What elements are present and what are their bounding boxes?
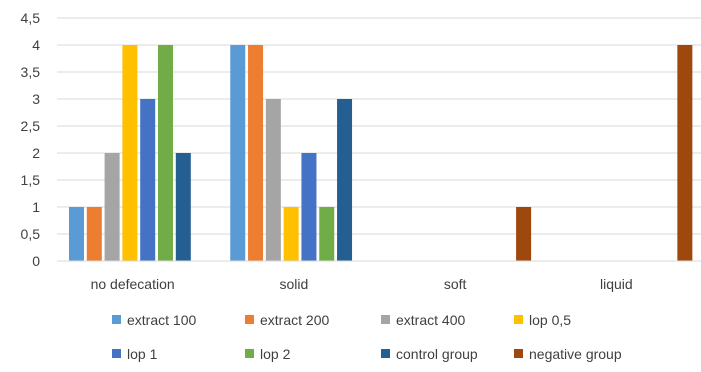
bar-extract-400-no-defecation <box>104 153 120 261</box>
legend-label-extract-100: extract 100 <box>127 312 196 328</box>
bar-lop-0-5-solid <box>283 207 299 261</box>
y-tick-label: 3 <box>32 91 40 107</box>
legend-label-extract-200: extract 200 <box>260 312 329 328</box>
bars <box>69 45 693 261</box>
bar-lop-1-solid <box>301 153 317 261</box>
y-tick-label: 0 <box>32 253 40 269</box>
y-tick-label: 3,5 <box>21 64 41 80</box>
legend-swatch-negative-group <box>514 349 523 358</box>
legend-label-negative-group: negative group <box>529 346 622 362</box>
bar-extract-200-solid <box>248 45 264 261</box>
x-tick-label-solid: solid <box>279 276 308 292</box>
legend-swatch-extract-100 <box>112 315 121 324</box>
x-tick-label-liquid: liquid <box>600 276 633 292</box>
y-tick-label: 1,5 <box>21 172 41 188</box>
bar-extract-100-no-defecation <box>69 207 84 261</box>
legend-swatch-lop-2 <box>245 349 254 358</box>
legend-swatch-extract-200 <box>245 315 254 324</box>
y-tick-label: 1 <box>32 199 40 215</box>
legend-swatch-control-group <box>381 349 390 358</box>
bar-lop-1-no-defecation <box>140 99 156 261</box>
legend-label-control-group: control group <box>396 346 478 362</box>
bar-extract-200-no-defecation <box>86 207 102 261</box>
bar-negative-group-soft <box>516 207 532 261</box>
y-tick-label: 4,5 <box>21 10 41 26</box>
bar-lop-2-no-defecation <box>158 45 173 261</box>
bar-extract-100-solid <box>230 45 246 261</box>
x-axis-category-labels: no defecation solid soft liquid <box>91 276 633 292</box>
legend-label-lop-2: lop 2 <box>260 346 291 362</box>
bar-control-group-solid <box>337 99 353 261</box>
y-tick-label: 4 <box>32 37 40 53</box>
legend: extract 100 extract 200 extract 400 lop 0,5… <box>112 312 622 362</box>
legend-label-extract-400: extract 400 <box>396 312 465 328</box>
legend-swatch-lop-0-5 <box>514 315 523 324</box>
legend-swatch-extract-400 <box>381 315 390 324</box>
bar-lop-0-5-no-defecation <box>122 45 138 261</box>
y-tick-label: 0,5 <box>21 226 41 242</box>
y-tick-label: 2 <box>32 145 40 161</box>
bar-control-group-no-defecation <box>175 153 191 261</box>
x-tick-label-no-defecation: no defecation <box>91 276 175 292</box>
legend-label-lop-1: lop 1 <box>127 346 158 362</box>
y-axis-tick-labels: 0 0,5 1 1,5 2 2,5 3 3,5 4 4,5 <box>21 10 41 269</box>
x-tick-label-soft: soft <box>444 276 467 292</box>
y-tick-label: 2,5 <box>21 118 41 134</box>
bar-negative-group-liquid <box>677 45 693 261</box>
legend-label-lop-0-5: lop 0,5 <box>529 312 571 328</box>
bar-lop-2-solid <box>319 207 335 261</box>
legend-swatch-lop-1 <box>112 349 121 358</box>
bar-extract-400-solid <box>265 99 281 261</box>
